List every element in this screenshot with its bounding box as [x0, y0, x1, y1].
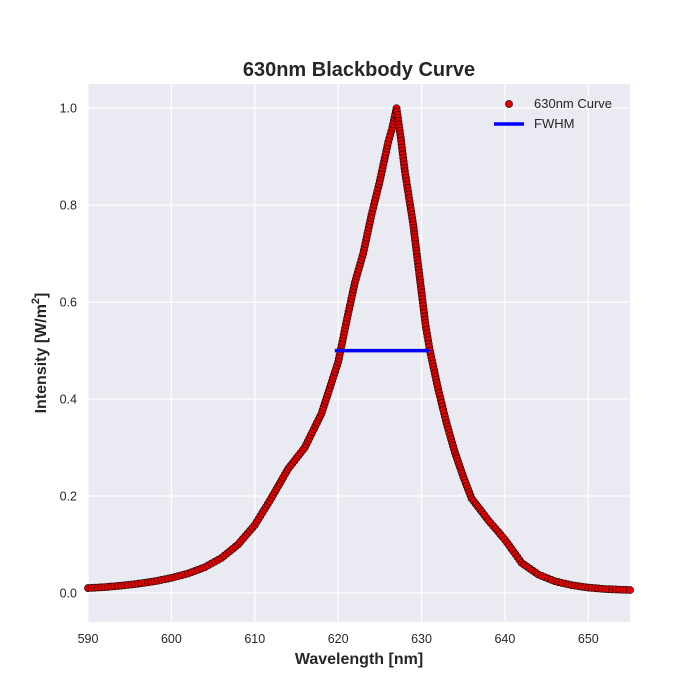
x-tick-label: 600: [161, 632, 182, 646]
x-axis-label: Wavelength [nm]: [295, 651, 423, 668]
y-tick-label: 0.0: [60, 586, 77, 600]
y-tick-label: 0.8: [60, 199, 77, 213]
x-tick-label: 610: [244, 632, 265, 646]
y-tick-label: 0.4: [60, 393, 77, 407]
x-tick-label: 620: [328, 632, 349, 646]
x-tick-label: 590: [78, 632, 99, 646]
y-tick-label: 0.6: [60, 296, 77, 310]
chart-title: 630nm Blackbody Curve: [243, 59, 475, 81]
x-tick-label: 650: [578, 632, 599, 646]
x-tick-label: 630: [411, 632, 432, 646]
y-axis-label-superscript: 2: [30, 298, 42, 304]
legend-label-curve: 630nm Curve: [534, 96, 612, 111]
y-axis-label-close: ]: [33, 293, 50, 298]
y-axis-label: Intensity [W/m2]: [30, 293, 50, 414]
grid: [87, 84, 630, 622]
x-tick-label: 640: [494, 632, 515, 646]
data-layer: [84, 104, 634, 594]
tick-labels: 590 600 610 620 630 640 650 0.0 0.2 0.4 0.6 0.8 1.0: [60, 102, 599, 646]
legend: 630nm Curve FWHM: [494, 96, 612, 131]
legend-marker-curve: [505, 100, 513, 108]
y-axis-label-main: Intensity [W/m: [33, 304, 50, 413]
y-tick-label: 0.2: [60, 489, 77, 503]
data-point: [626, 586, 634, 594]
legend-label-fwhm: FWHM: [534, 116, 574, 131]
plot-area: [88, 84, 630, 622]
y-tick-label: 1.0: [60, 102, 77, 116]
